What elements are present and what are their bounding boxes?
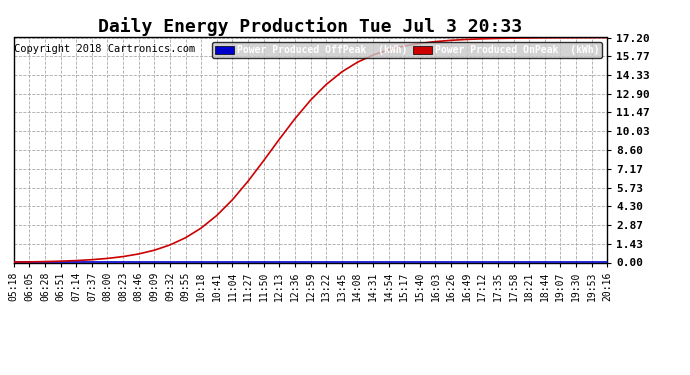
Legend: Power Produced OffPeak  (kWh), Power Produced OnPeak  (kWh): Power Produced OffPeak (kWh), Power Prod…: [212, 42, 602, 58]
Title: Daily Energy Production Tue Jul 3 20:33: Daily Energy Production Tue Jul 3 20:33: [99, 17, 522, 36]
Text: Copyright 2018 Cartronics.com: Copyright 2018 Cartronics.com: [14, 44, 196, 54]
